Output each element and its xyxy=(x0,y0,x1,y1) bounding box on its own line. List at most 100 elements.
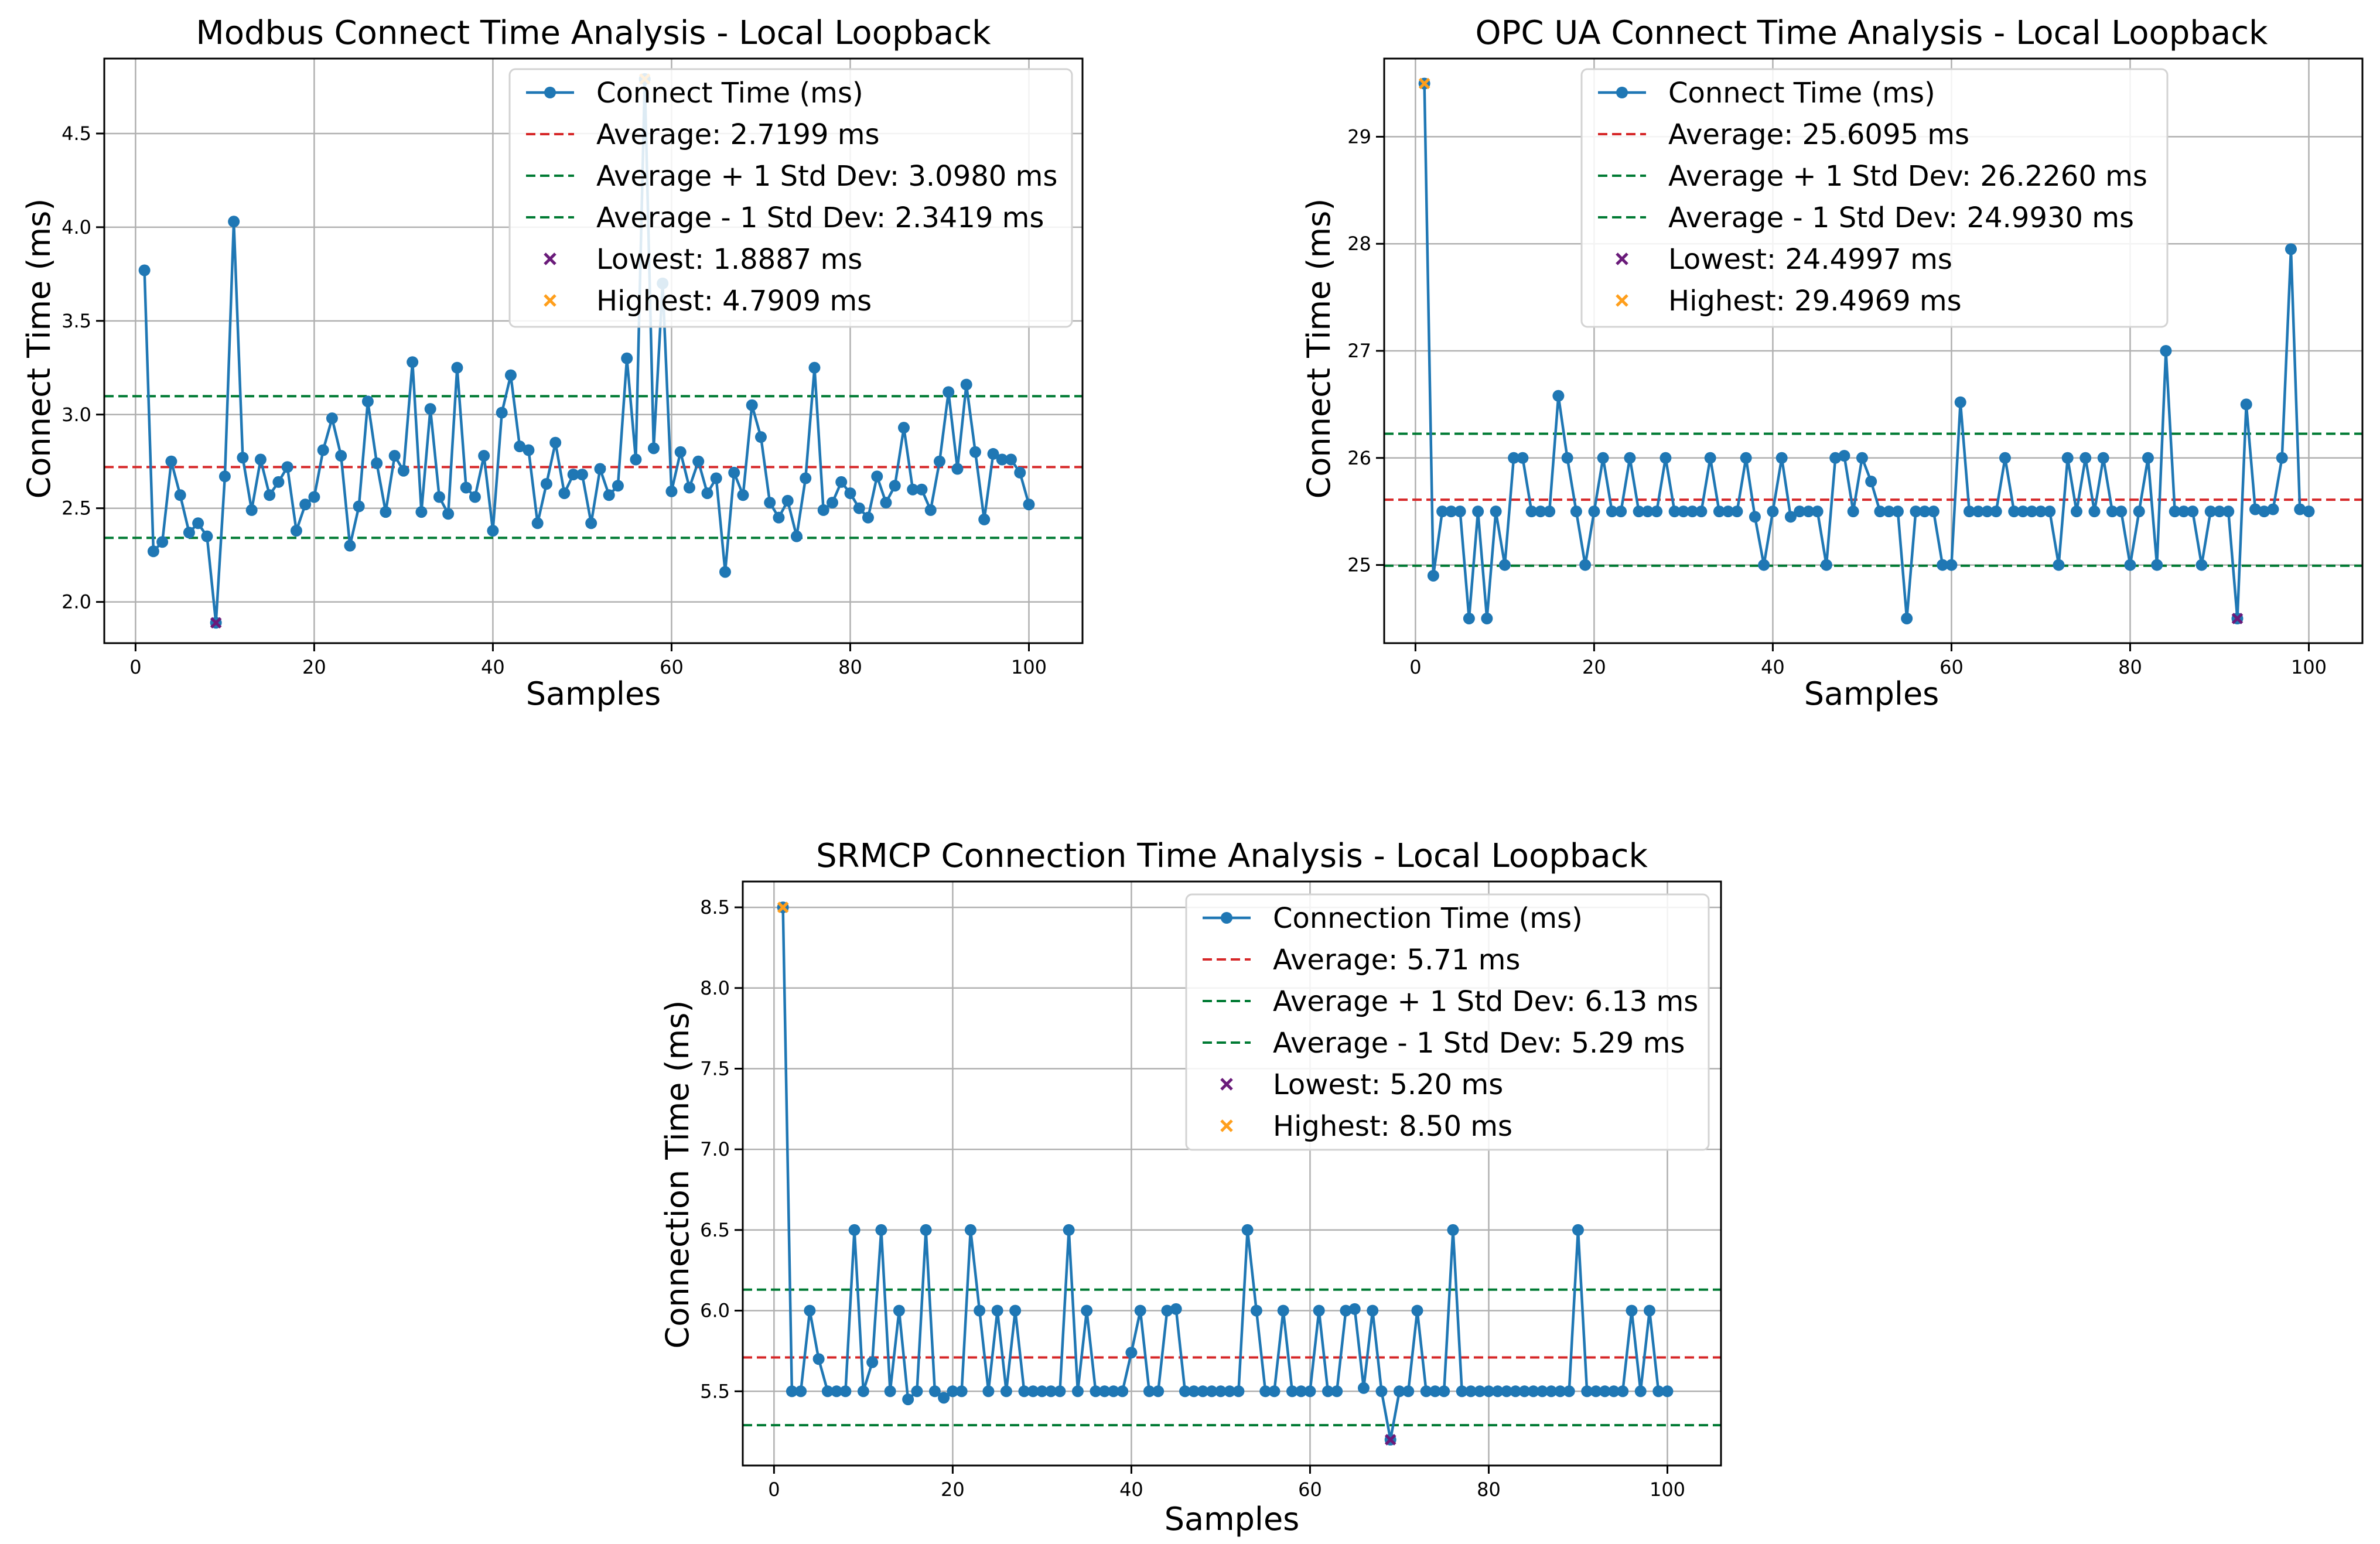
data-point xyxy=(991,1304,1003,1317)
legend-label: Average - 1 Std Dev: 2.3419 ms xyxy=(596,201,1044,234)
data-point xyxy=(344,539,356,552)
y-tick-label: 5.5 xyxy=(700,1380,730,1402)
data-point xyxy=(585,517,597,530)
data-point xyxy=(795,1385,807,1398)
highest-marker-stroke xyxy=(1418,77,1430,90)
data-point xyxy=(1686,505,1699,518)
data-point xyxy=(156,536,169,548)
data-point xyxy=(317,444,329,456)
data-point xyxy=(1277,1304,1289,1317)
data-point xyxy=(281,461,293,473)
data-point xyxy=(1009,1304,1022,1317)
x-tick-label: 60 xyxy=(1939,656,1964,678)
data-point xyxy=(1990,505,2002,518)
data-point xyxy=(1588,505,1600,518)
data-point xyxy=(781,494,794,507)
data-point xyxy=(839,1385,852,1398)
data-point xyxy=(1597,452,1609,464)
y-tick-label: 4.5 xyxy=(62,122,91,145)
data-point xyxy=(897,422,910,434)
data-point xyxy=(1259,1385,1272,1398)
data-point xyxy=(1500,1385,1512,1398)
data-point xyxy=(1599,1385,1611,1398)
chart-modbus: Modbus Connect Time Analysis - Local Loo… xyxy=(21,14,1084,712)
legend-label: Connect Time (ms) xyxy=(1668,77,1935,110)
data-point xyxy=(237,452,249,464)
data-point xyxy=(884,1385,896,1398)
y-tick-label: 2.5 xyxy=(62,497,91,520)
legend-box xyxy=(1185,893,1710,1151)
data-point xyxy=(1197,1385,1209,1398)
y-tick-label: 7.5 xyxy=(700,1057,730,1080)
data-point xyxy=(1641,505,1654,518)
data-point xyxy=(1427,569,1439,582)
data-point xyxy=(902,1393,914,1406)
data-point xyxy=(1232,1385,1245,1398)
data-point xyxy=(2169,505,2181,518)
data-point xyxy=(174,489,186,501)
legend-label: Average: 5.71 ms xyxy=(1273,944,1520,976)
data-point xyxy=(1483,1385,1495,1398)
data-point xyxy=(531,517,544,530)
data-point xyxy=(1652,1385,1665,1398)
legend-label: Lowest: 24.4997 ms xyxy=(1668,243,1952,276)
legend-x-swatch xyxy=(1616,294,1628,307)
data-point xyxy=(1927,505,1939,518)
data-point xyxy=(2258,505,2270,518)
legend-series-marker xyxy=(1616,87,1628,98)
data-point xyxy=(1375,1385,1388,1398)
data-point xyxy=(1134,1304,1146,1317)
data-point xyxy=(254,453,267,466)
data-point xyxy=(1357,1382,1370,1394)
data-point xyxy=(1206,1385,1218,1398)
legend-label: Highest: 8.50 ms xyxy=(1273,1110,1512,1143)
data-point xyxy=(848,1224,861,1236)
data-point xyxy=(1820,559,1832,571)
data-point xyxy=(938,1392,950,1404)
data-point xyxy=(299,498,312,511)
data-point xyxy=(2276,452,2288,464)
data-point xyxy=(1241,1224,1254,1236)
data-point xyxy=(496,407,508,419)
data-point xyxy=(665,485,678,497)
data-point xyxy=(2204,505,2217,518)
x-tick-label: 80 xyxy=(1477,1478,1501,1501)
data-point xyxy=(1874,505,1886,518)
data-point xyxy=(933,455,945,467)
data-point xyxy=(928,1385,941,1398)
data-point xyxy=(692,455,705,467)
data-point xyxy=(1170,1303,1182,1315)
legend-label: Average + 1 Std Dev: 6.13 ms xyxy=(1273,985,1698,1018)
data-point xyxy=(1348,1303,1361,1315)
data-point xyxy=(1615,505,1627,518)
data-point xyxy=(147,545,159,558)
data-point xyxy=(415,506,428,518)
data-point xyxy=(880,497,892,509)
data-point xyxy=(764,497,776,509)
x-tick-label: 0 xyxy=(129,656,141,678)
data-point xyxy=(1286,1385,1298,1398)
x-tick-label: 0 xyxy=(768,1478,780,1501)
data-point xyxy=(1981,505,1993,518)
data-point xyxy=(1579,559,1592,571)
x-tick-label: 80 xyxy=(838,656,862,678)
legend-x-swatch xyxy=(1220,1078,1233,1091)
data-point xyxy=(1617,1385,1629,1398)
data-point xyxy=(1677,505,1689,518)
data-point xyxy=(1081,1304,1093,1317)
data-point xyxy=(424,403,436,415)
y-tick-label: 6.0 xyxy=(700,1300,730,1322)
data-point xyxy=(1651,505,1663,518)
x-tick-label: 60 xyxy=(1298,1478,1322,1501)
data-point xyxy=(380,506,392,518)
x-tick-label: 40 xyxy=(481,656,505,678)
data-point xyxy=(621,352,633,364)
legend-label: Connection Time (ms) xyxy=(1273,902,1583,935)
data-point xyxy=(1633,505,1645,518)
data-point xyxy=(2115,505,2128,518)
data-point xyxy=(397,464,409,477)
data-point xyxy=(1758,559,1770,571)
highest-marker xyxy=(1418,77,1430,90)
legend: Connection Time (ms) Average: 5.71 ms Aver… xyxy=(1185,893,1710,1151)
data-point xyxy=(1161,1304,1173,1317)
